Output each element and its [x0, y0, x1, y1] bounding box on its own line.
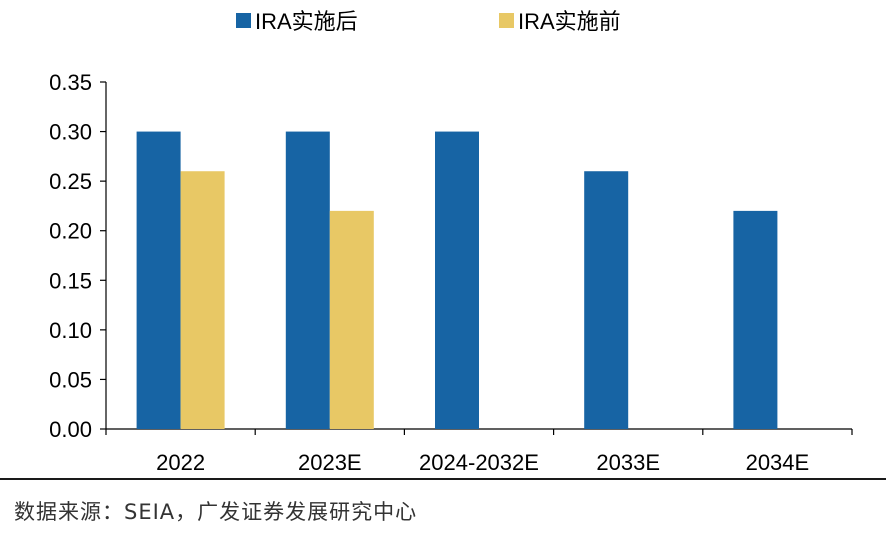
- bars: [136, 131, 778, 430]
- legend: IRA实施后 IRA实施前: [236, 9, 621, 34]
- x-tick-label: 2034E: [746, 450, 810, 475]
- y-tick-label: 0.25: [49, 169, 92, 194]
- bar-after-2024-2032E: [435, 131, 479, 430]
- bar-after-2034E: [733, 210, 778, 429]
- y-tick-label: 0.20: [49, 219, 92, 244]
- y-axis: 0.00 0.05 0.10 0.15 0.20 0.25 0.30 0.35: [49, 70, 107, 442]
- bar-chart: IRA实施后 IRA实施前 0.00 0.05 0.10 0.15 0.20 0.25 0.3…: [49, 9, 853, 475]
- bar-after-2022: [136, 131, 181, 430]
- bar-after-2033E: [584, 171, 629, 429]
- bar-before-2022: [180, 171, 225, 429]
- y-tick-label: 0.05: [49, 367, 92, 392]
- legend-label: IRA实施后: [255, 9, 358, 34]
- bar-after-2023E: [285, 131, 330, 430]
- y-tick-label: 0.15: [49, 268, 92, 293]
- x-axis: 2022 2023E 2024-2032E 2033E 2034E: [105, 428, 853, 475]
- x-tick-label: 2022: [156, 450, 205, 475]
- x-tick-label: 2023E: [298, 450, 362, 475]
- legend-label: IRA实施前: [518, 9, 621, 34]
- y-tick-label: 0.35: [49, 70, 92, 95]
- x-tick-label: 2024-2032E: [419, 450, 539, 475]
- y-tick-label: 0.30: [49, 120, 92, 145]
- legend-swatch: [499, 13, 514, 28]
- y-tick-label: 0.00: [49, 417, 92, 442]
- y-tick-label: 0.10: [49, 318, 92, 343]
- legend-swatch: [236, 13, 251, 28]
- bar-before-2023E: [329, 210, 374, 429]
- x-tick-label: 2033E: [596, 450, 660, 475]
- source-note: 数据来源：SEIA，广发证券发展研究中心: [14, 500, 418, 524]
- source-footer: 数据来源：SEIA，广发证券发展研究中心: [0, 478, 886, 539]
